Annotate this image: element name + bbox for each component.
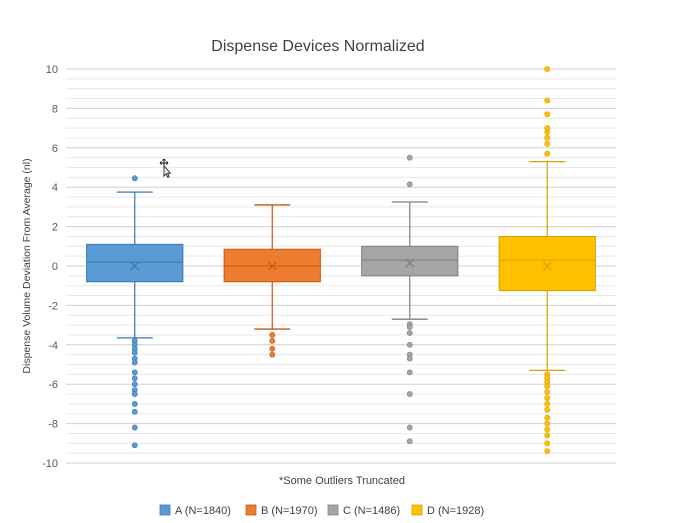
outlier-point: [544, 111, 551, 118]
outlier-point: [544, 150, 551, 157]
move-cursor-icon: [159, 158, 172, 178]
outlier-point: [131, 424, 138, 431]
legend-label: C (N=1486): [343, 505, 400, 517]
legend-label: D (N=1928): [427, 505, 484, 517]
outlier-point: [406, 438, 413, 445]
legend-swatch: [245, 504, 257, 516]
y-tick-label: -8: [48, 419, 58, 431]
outlier-point: [544, 414, 551, 421]
y-tick-label: -2: [48, 300, 58, 312]
outlier-point: [406, 324, 413, 330]
series-boxes: [86, 66, 596, 455]
outlier-point: [269, 351, 276, 358]
x-axis-label: *Some Outliers Truncated: [279, 475, 405, 487]
outlier-point: [131, 442, 138, 449]
mean-marker: [130, 261, 140, 271]
outlier-point: [406, 391, 413, 397]
y-tick-label: 6: [52, 143, 58, 155]
outlier-point: [544, 426, 551, 433]
outlier-point: [544, 129, 551, 135]
outlier-point: [544, 420, 551, 427]
box-series: [86, 175, 184, 449]
outlier-point: [131, 408, 138, 415]
outlier-point: [131, 349, 138, 356]
y-tick-label: 0: [52, 261, 58, 273]
outlier-point: [269, 345, 276, 352]
legend-swatch: [159, 504, 171, 516]
y-tick-label: 4: [52, 182, 58, 194]
legend-item: D (N=1928): [411, 504, 484, 517]
outlier-point: [406, 330, 413, 336]
outlier-point: [544, 135, 551, 141]
legend-swatch: [411, 504, 423, 516]
outlier-point: [406, 341, 413, 348]
outlier-point: [131, 375, 138, 382]
y-tick-label: -4: [48, 340, 58, 352]
outlier-point: [406, 369, 413, 376]
y-axis-ticks: -10 -8 -6 -4 -2 0 2 4 6 8 10: [42, 64, 58, 470]
legend-item: A (N=1840): [159, 504, 231, 517]
outlier-point: [131, 391, 138, 397]
outlier-point: [131, 381, 138, 388]
outlier-point: [544, 389, 551, 395]
box-series: [498, 66, 596, 455]
outlier-point: [544, 448, 551, 455]
outlier-point: [406, 424, 413, 431]
box-iqr: [86, 243, 184, 283]
y-tick-label: -10: [42, 458, 58, 470]
box-iqr: [498, 235, 596, 292]
outlier-point: [131, 400, 138, 407]
outlier-point: [544, 97, 551, 104]
outlier-point: [131, 369, 138, 376]
box-series: [223, 204, 321, 358]
outlier-point: [131, 359, 138, 366]
outlier-point: [406, 181, 413, 188]
outlier-point: [544, 395, 551, 401]
box-series: [361, 154, 459, 445]
y-tick-label: 2: [52, 222, 58, 234]
outlier-point: [269, 337, 276, 344]
mean-marker: [267, 261, 277, 271]
chart-title: Dispense Devices Normalized: [211, 38, 424, 55]
y-axis-label: Dispense Volume Deviation From Average (…: [21, 158, 33, 373]
outlier-point: [544, 383, 551, 390]
outlier-point: [131, 175, 138, 182]
legend-label: A (N=1840): [175, 505, 231, 517]
y-tick-label: 10: [46, 64, 58, 76]
legend-swatch: [327, 504, 339, 516]
outlier-point: [544, 432, 551, 439]
mean-marker: [542, 261, 552, 271]
outlier-point: [406, 355, 413, 362]
outlier-point: [406, 154, 413, 161]
legend-label: B (N=1970): [261, 505, 318, 517]
outlier-point: [544, 400, 551, 407]
y-tick-label: 8: [52, 103, 58, 115]
outlier-point: [269, 332, 276, 338]
outlier-point: [544, 440, 551, 447]
legend: A (N=1840) B (N=1970) C (N=1486) D (N=1928): [159, 504, 484, 517]
outlier-point: [544, 66, 551, 72]
legend-item: B (N=1970): [245, 504, 318, 517]
outlier-point: [544, 140, 551, 147]
mean-marker: [405, 258, 415, 268]
legend-item: C (N=1486): [327, 504, 400, 517]
outlier-point: [544, 406, 551, 413]
y-tick-label: -6: [48, 379, 58, 391]
box-iqr: [361, 245, 459, 277]
